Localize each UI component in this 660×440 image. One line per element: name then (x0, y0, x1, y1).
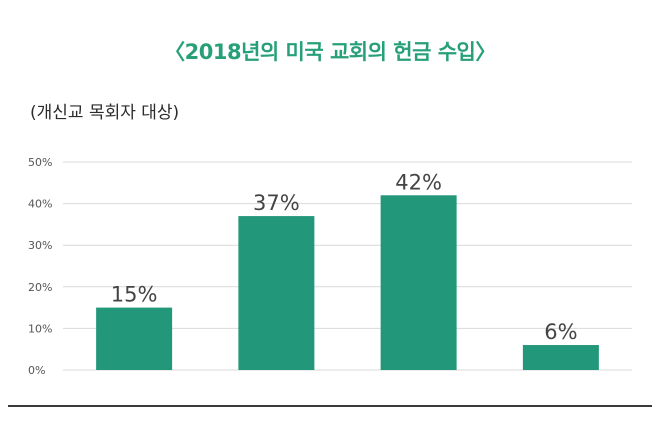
data-label: 15% (111, 283, 158, 307)
y-tick-label: 50% (28, 156, 52, 169)
divider (8, 405, 652, 407)
chart-subtitle: (개신교 목회자 대상) (30, 103, 180, 123)
data-label: 6% (544, 320, 577, 344)
y-tick-label: 20% (28, 281, 52, 294)
chart-title: 〈2018년의 미국 교회의 헌금 수입〉 (164, 40, 496, 64)
data-label: 42% (395, 170, 442, 194)
bar (238, 216, 315, 370)
data-label: 37% (253, 191, 300, 215)
y-tick-label: 40% (28, 198, 52, 211)
bar (96, 307, 173, 370)
y-tick-label: 10% (28, 322, 52, 335)
y-tick-label: 0% (28, 364, 45, 377)
bar (522, 345, 599, 370)
bar (380, 195, 457, 370)
y-tick-label: 30% (28, 239, 52, 252)
